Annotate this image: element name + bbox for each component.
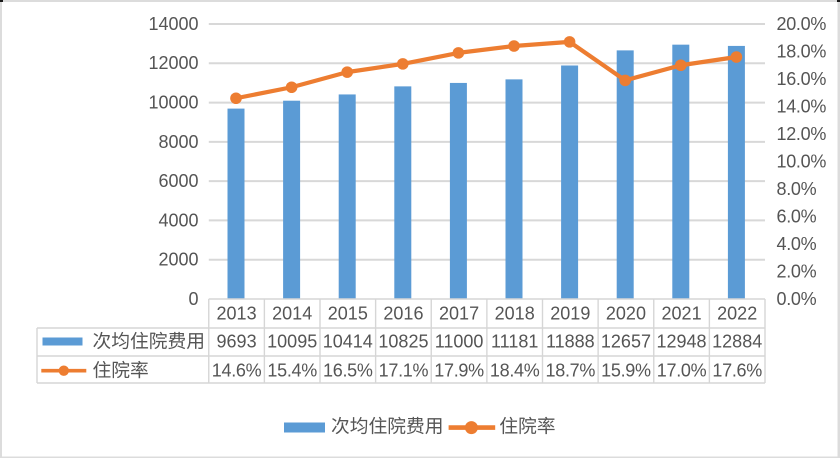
- svg-text:2015: 2015: [328, 304, 368, 324]
- svg-text:16.0%: 16.0%: [777, 69, 827, 89]
- svg-text:17.0%: 17.0%: [657, 361, 707, 381]
- svg-text:0.0%: 0.0%: [777, 289, 817, 309]
- svg-text:14.6%: 14.6%: [212, 361, 262, 381]
- svg-text:2020: 2020: [606, 304, 646, 324]
- svg-text:2017: 2017: [439, 304, 479, 324]
- svg-text:9693: 9693: [217, 332, 257, 352]
- svg-text:12000: 12000: [148, 53, 198, 73]
- svg-text:6.0%: 6.0%: [777, 206, 817, 226]
- svg-text:8000: 8000: [158, 132, 198, 152]
- svg-text:12884: 12884: [712, 332, 762, 352]
- svg-text:12657: 12657: [601, 332, 651, 352]
- svg-text:14000: 14000: [148, 14, 198, 34]
- svg-text:4000: 4000: [158, 210, 198, 230]
- svg-text:17.6%: 17.6%: [712, 361, 762, 381]
- svg-text:2.0%: 2.0%: [777, 261, 817, 281]
- svg-text:12948: 12948: [657, 332, 707, 352]
- svg-text:12.0%: 12.0%: [777, 124, 827, 144]
- svg-text:2014: 2014: [272, 304, 312, 324]
- svg-text:2019: 2019: [550, 304, 590, 324]
- svg-text:8.0%: 8.0%: [777, 179, 817, 199]
- svg-text:10.0%: 10.0%: [777, 151, 827, 171]
- svg-text:2013: 2013: [217, 304, 257, 324]
- svg-text:10825: 10825: [378, 332, 428, 352]
- svg-text:10095: 10095: [267, 332, 317, 352]
- svg-text:18.4%: 18.4%: [490, 361, 540, 381]
- svg-text:20.0%: 20.0%: [777, 14, 827, 34]
- svg-text:17.1%: 17.1%: [379, 361, 429, 381]
- svg-text:2018: 2018: [495, 304, 535, 324]
- svg-text:14.0%: 14.0%: [777, 96, 827, 116]
- svg-text:4.0%: 4.0%: [777, 234, 817, 254]
- svg-text:15.9%: 15.9%: [601, 361, 651, 381]
- svg-text:10414: 10414: [323, 332, 373, 352]
- svg-text:11000: 11000: [435, 332, 484, 352]
- svg-text:18.7%: 18.7%: [546, 361, 596, 381]
- svg-text:6000: 6000: [158, 171, 198, 191]
- svg-text:2016: 2016: [383, 304, 423, 324]
- svg-text:11888: 11888: [546, 332, 595, 352]
- svg-text:17.9%: 17.9%: [434, 361, 484, 381]
- svg-text:15.4%: 15.4%: [267, 361, 317, 381]
- svg-text:10000: 10000: [148, 92, 198, 112]
- svg-text:16.5%: 16.5%: [323, 361, 373, 381]
- svg-text:18.0%: 18.0%: [777, 41, 827, 61]
- svg-text:2000: 2000: [158, 250, 198, 270]
- svg-text:2021: 2021: [662, 304, 702, 324]
- svg-text:2022: 2022: [717, 304, 757, 324]
- svg-text:11181: 11181: [491, 332, 538, 352]
- svg-text:0: 0: [188, 289, 198, 309]
